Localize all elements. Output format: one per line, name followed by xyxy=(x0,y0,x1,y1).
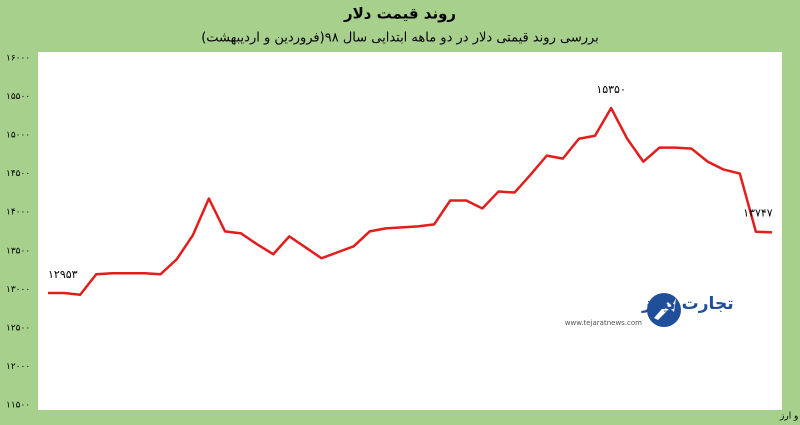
y-tick-label: ۱۳۰۰۰ xyxy=(6,285,30,295)
data-label: ۱۵۳۵۰ xyxy=(596,83,626,96)
y-tick-label: ۱۵۵۰۰ xyxy=(6,92,30,102)
chart-title: روند قیمت دلار xyxy=(343,5,456,23)
chart-subtitle: بررسی روند قیمتی دلار در دو ماهه ابتدایی… xyxy=(201,31,599,46)
y-tick-label: ۱۲۵۰۰ xyxy=(6,323,30,333)
y-tick-label: ۱۱۵۰۰ xyxy=(6,401,30,411)
watermark-url: www.tejaratnews.com xyxy=(565,319,642,327)
logo-arrow xyxy=(654,298,676,320)
y-tick-label: ۱۴۰۰۰ xyxy=(6,208,30,218)
watermark-name: تجارت نیوز xyxy=(641,294,734,314)
watermark: تجارت نیوز www.tejaratnews.com xyxy=(565,293,734,327)
y-tick-label: ۱۵۰۰۰ xyxy=(6,131,30,141)
data-line xyxy=(48,106,773,296)
y-tick-label: ۱۴۵۰۰ xyxy=(6,169,30,179)
source: منبع: شبکه اطلاع رسانی طلا، سکه و ارز xyxy=(779,412,800,422)
y-tick-label: ۱۶۰۰۰ xyxy=(6,54,30,64)
plot-area xyxy=(38,52,782,410)
data-label: ۱۲۹۵۳ xyxy=(48,268,78,281)
data-label: ۱۳۷۴۷ xyxy=(743,207,773,220)
y-tick-label: ۱۲۰۰۰ xyxy=(6,362,30,372)
y-tick-label: ۱۳۵۰۰ xyxy=(6,246,30,256)
